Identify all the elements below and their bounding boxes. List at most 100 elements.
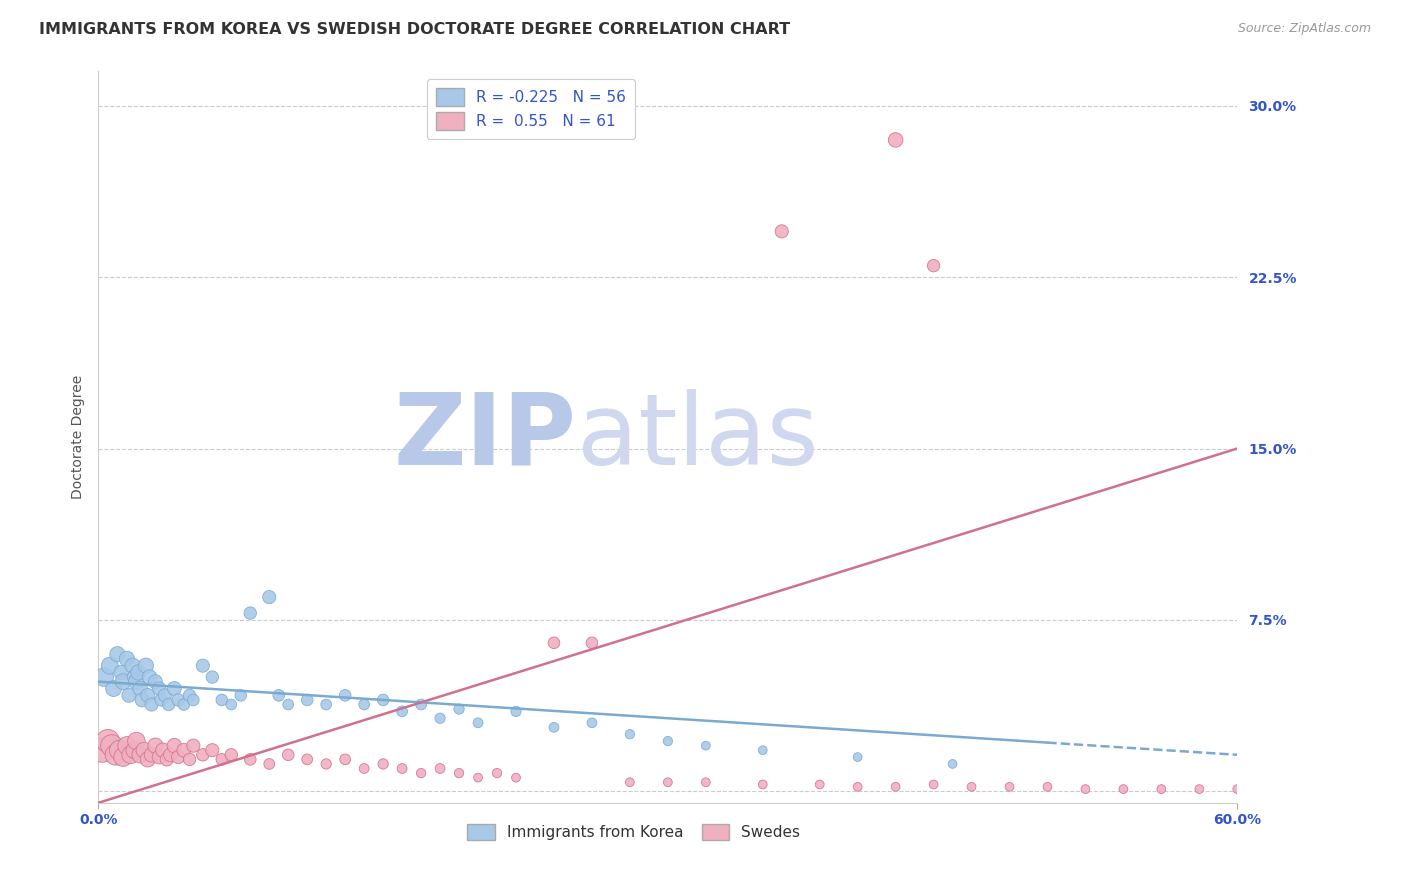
Point [132, 743, 155, 757]
Point [167, 750, 190, 764]
Point [657, 775, 679, 789]
Point [297, 693, 319, 707]
Point [267, 689, 290, 703]
Point [335, 689, 357, 703]
Point [846, 750, 869, 764]
Point [120, 747, 142, 762]
Point [131, 693, 153, 707]
Point [107, 647, 129, 661]
Point [942, 756, 965, 771]
Legend: Immigrants from Korea, Swedes: Immigrants from Korea, Swedes [461, 818, 807, 847]
Point [211, 752, 233, 766]
Point [135, 658, 157, 673]
Point [846, 780, 869, 794]
Point [543, 636, 565, 650]
Point [118, 689, 141, 703]
Point [141, 698, 163, 712]
Point [127, 665, 149, 680]
Point [505, 705, 527, 719]
Point [112, 750, 135, 764]
Point [429, 762, 451, 776]
Point [173, 698, 195, 712]
Point [173, 743, 195, 757]
Point [221, 698, 243, 712]
Point [315, 698, 337, 712]
Y-axis label: Doctorate Degree: Doctorate Degree [70, 375, 84, 500]
Point [100, 739, 122, 753]
Point [163, 681, 186, 696]
Point [335, 752, 357, 766]
Point [259, 590, 281, 604]
Point [752, 743, 775, 757]
Point [695, 739, 717, 753]
Point [543, 720, 565, 734]
Point [371, 693, 394, 707]
Point [125, 734, 148, 748]
Point [467, 771, 489, 785]
Point [221, 747, 243, 762]
Point [998, 780, 1021, 794]
Point [1036, 780, 1059, 794]
Point [1112, 782, 1135, 797]
Point [104, 747, 127, 762]
Point [884, 780, 907, 794]
Point [148, 681, 170, 696]
Point [619, 775, 641, 789]
Point [277, 698, 299, 712]
Point [112, 674, 135, 689]
Point [191, 658, 214, 673]
Point [124, 670, 146, 684]
Point [179, 689, 201, 703]
Point [125, 674, 148, 689]
Point [163, 739, 186, 753]
Point [229, 689, 252, 703]
Point [449, 766, 471, 780]
Point [391, 705, 413, 719]
Point [167, 693, 190, 707]
Point [581, 715, 603, 730]
Point [1074, 782, 1097, 797]
Point [486, 766, 509, 780]
Point [91, 743, 114, 757]
Point [371, 756, 394, 771]
Point [449, 702, 471, 716]
Point [93, 670, 115, 684]
Point [297, 752, 319, 766]
Point [752, 778, 775, 792]
Point [157, 698, 180, 712]
Text: ZIP: ZIP [394, 389, 576, 485]
Point [884, 133, 907, 147]
Point [115, 652, 138, 666]
Point [353, 762, 375, 776]
Point [259, 756, 281, 771]
Text: IMMIGRANTS FROM KOREA VS SWEDISH DOCTORATE DEGREE CORRELATION CHART: IMMIGRANTS FROM KOREA VS SWEDISH DOCTORA… [39, 22, 790, 37]
Point [411, 698, 433, 712]
Point [1150, 782, 1173, 797]
Point [136, 689, 159, 703]
Point [129, 747, 152, 762]
Point [115, 739, 138, 753]
Point [98, 658, 121, 673]
Point [97, 734, 120, 748]
Point [353, 698, 375, 712]
Point [808, 778, 831, 792]
Point [922, 778, 945, 792]
Point [150, 693, 173, 707]
Point [1226, 782, 1249, 797]
Point [145, 739, 167, 753]
Point [148, 750, 170, 764]
Point [129, 681, 152, 696]
Point [695, 775, 717, 789]
Point [183, 739, 205, 753]
Point [239, 752, 262, 766]
Point [145, 674, 167, 689]
Point [239, 606, 262, 620]
Point [1188, 782, 1211, 797]
Point [183, 693, 205, 707]
Point [411, 766, 433, 780]
Point [770, 224, 793, 238]
Point [110, 665, 132, 680]
Point [429, 711, 451, 725]
Point [201, 670, 224, 684]
Point [156, 752, 179, 766]
